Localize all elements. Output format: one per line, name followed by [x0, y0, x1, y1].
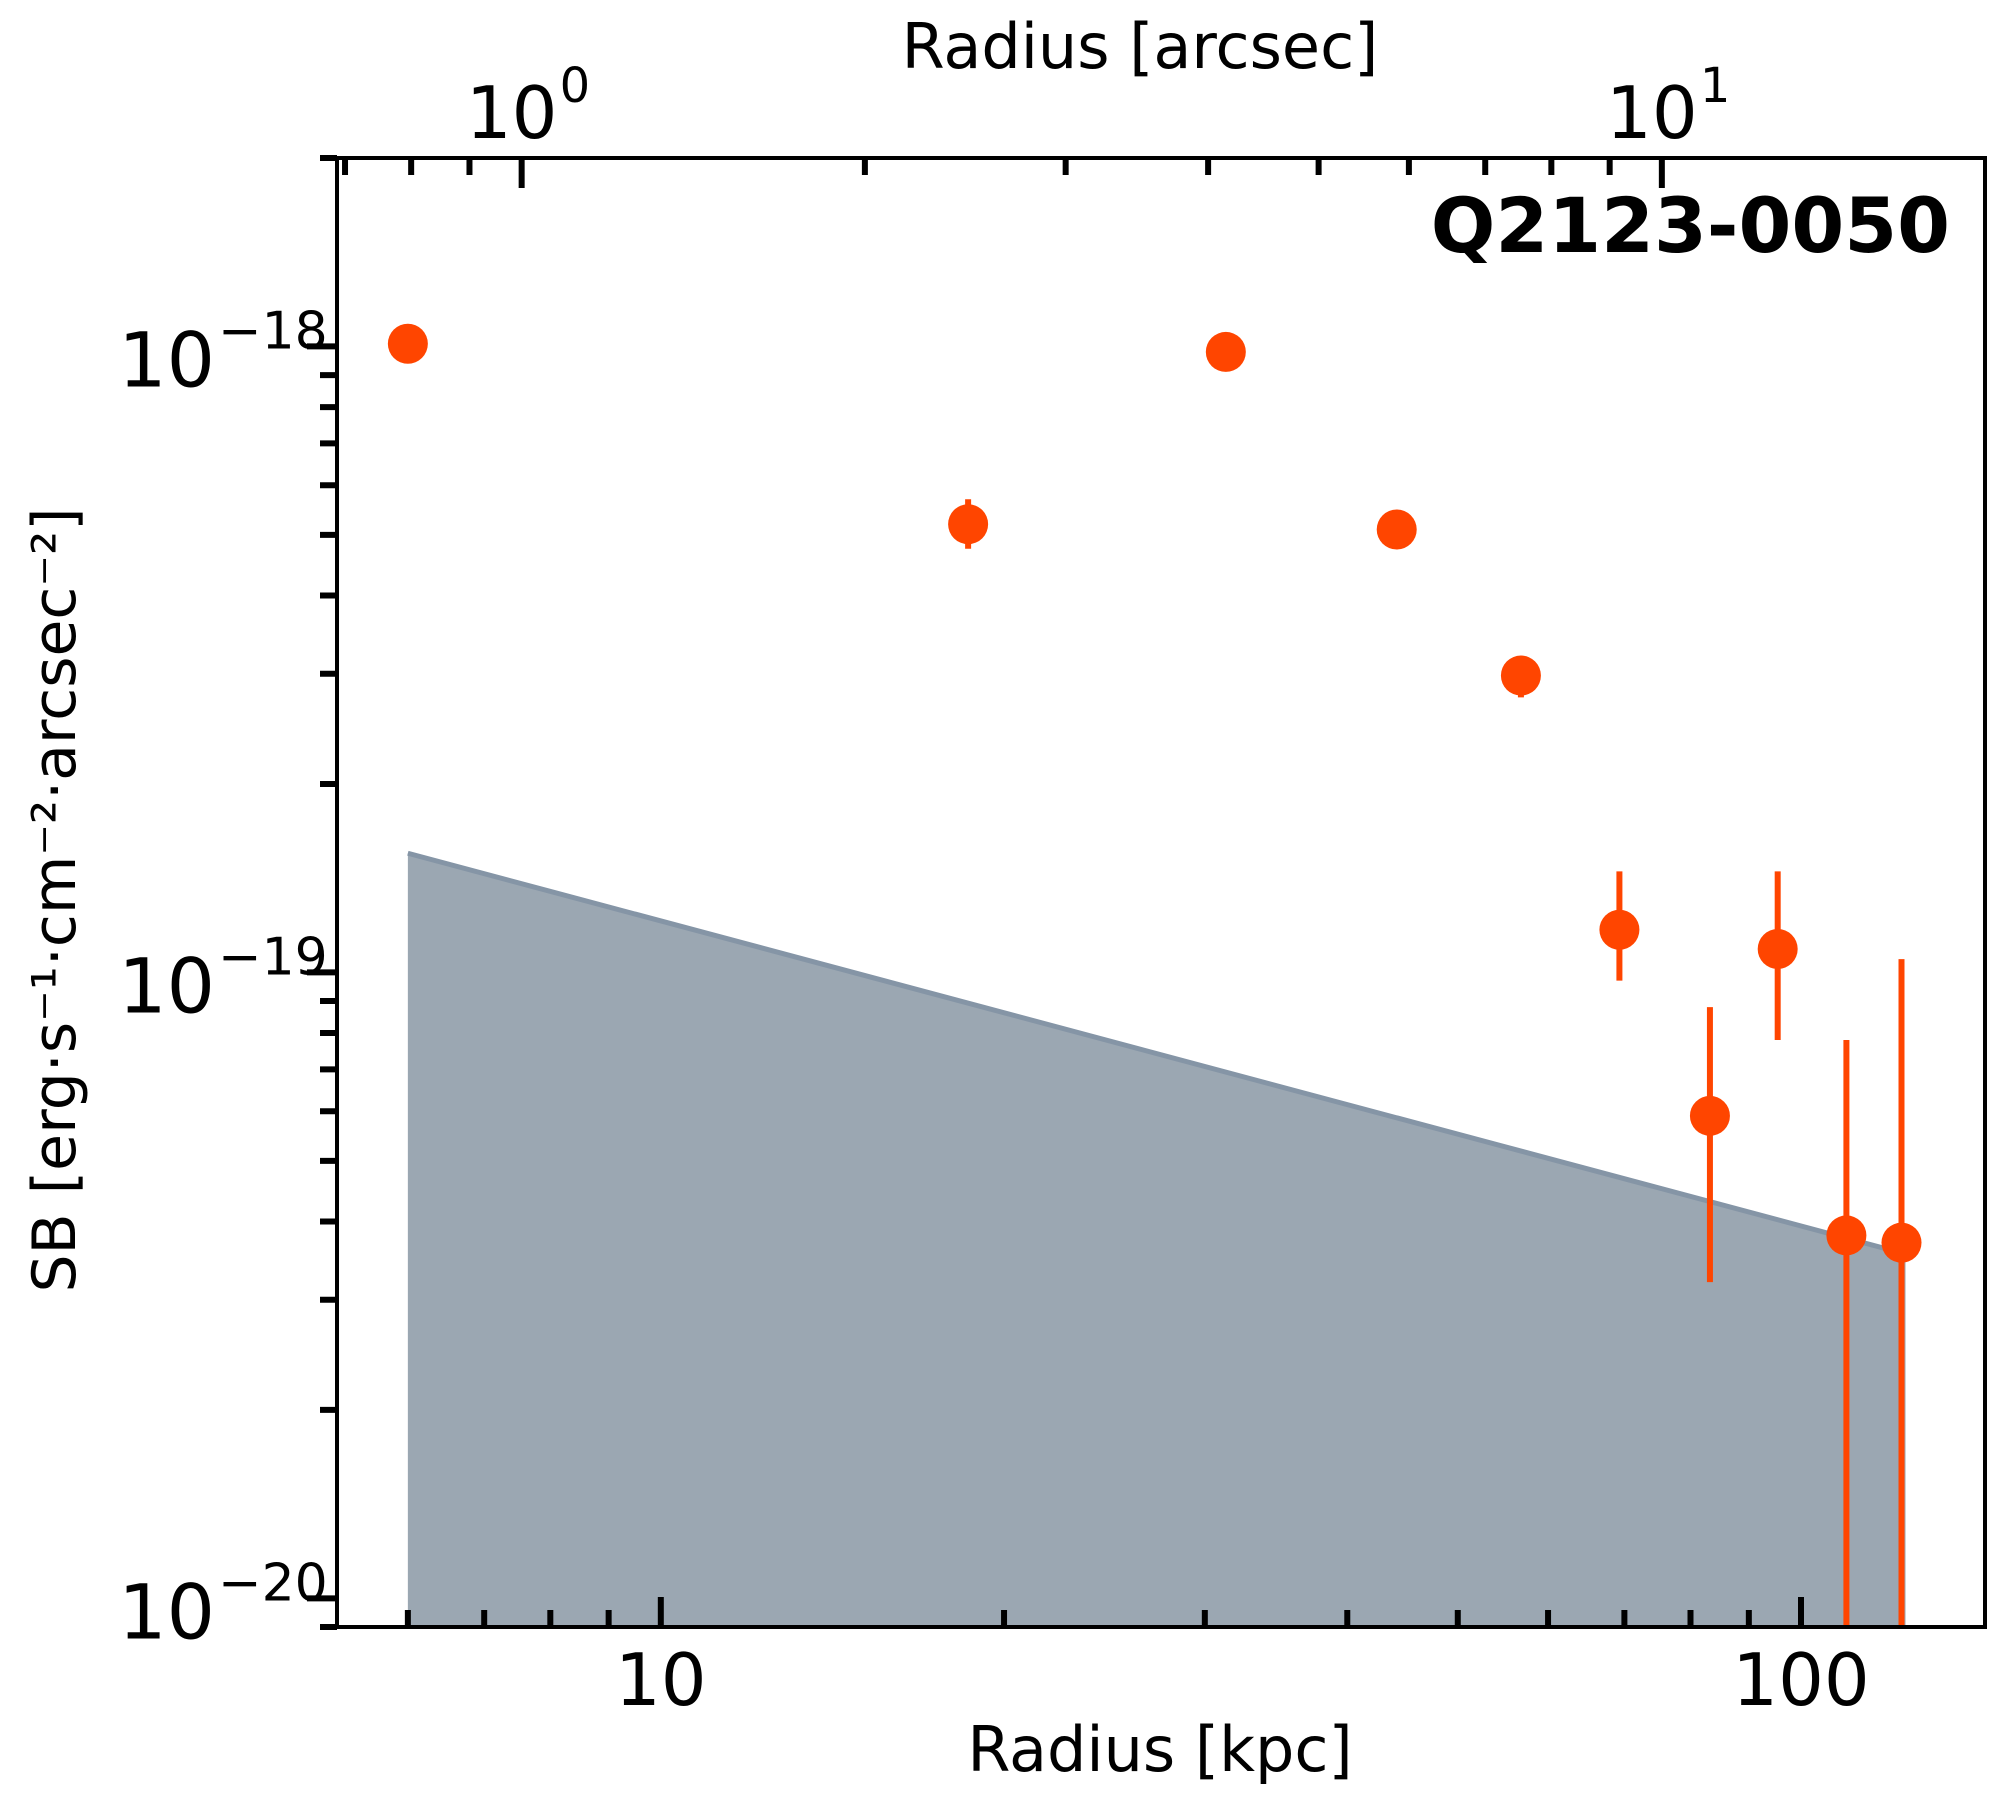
x-top-tick-label-2: 10 [1606, 71, 1698, 155]
y-tick-label-2: 10 [118, 941, 215, 1030]
chart-title: Q2123-0050 [1431, 181, 1950, 270]
data-point-8 [1757, 928, 1798, 969]
data-point-5 [1500, 655, 1541, 696]
data-points-layer [387, 323, 1922, 1627]
plot-frame [335, 156, 1987, 1629]
x-tick-label-2: 100 [1732, 1638, 1869, 1722]
y-tick-exponent-3: −20 [218, 1553, 328, 1613]
y-tick-exponent-1: −18 [218, 301, 328, 361]
data-point-10 [1881, 1222, 1922, 1263]
y-tick-label-1: 10 [118, 315, 215, 404]
data-point-7 [1689, 1095, 1730, 1136]
y-axis-label: SB [erg·s⁻¹·cm⁻²·arcsec⁻²] [20, 507, 90, 1292]
tick-marks-layer [307, 155, 1805, 1630]
data-point-3 [1205, 331, 1246, 372]
y-tick-label-3: 10 [118, 1567, 215, 1656]
x-top-tick-exponent-2: 1 [1700, 58, 1731, 114]
data-point-2 [948, 504, 989, 545]
limit-band-layer [407, 850, 1907, 1627]
y-tick-exponent-2: −19 [218, 927, 328, 987]
x-tick-label-1: 10 [615, 1638, 707, 1722]
x-top-axis-label: Radius [arcsec] [902, 10, 1379, 83]
data-point-1 [387, 323, 428, 364]
limit-band-edge [407, 850, 1907, 1257]
x-axis-label: Radius [kpc] [967, 1713, 1352, 1786]
data-point-4 [1376, 509, 1417, 550]
x-top-tick-exponent-1: 0 [560, 58, 591, 114]
data-point-9 [1826, 1215, 1867, 1256]
data-point-6 [1599, 909, 1640, 950]
x-top-tick-label-1: 10 [466, 71, 558, 155]
limit-band-area [407, 853, 1906, 1627]
